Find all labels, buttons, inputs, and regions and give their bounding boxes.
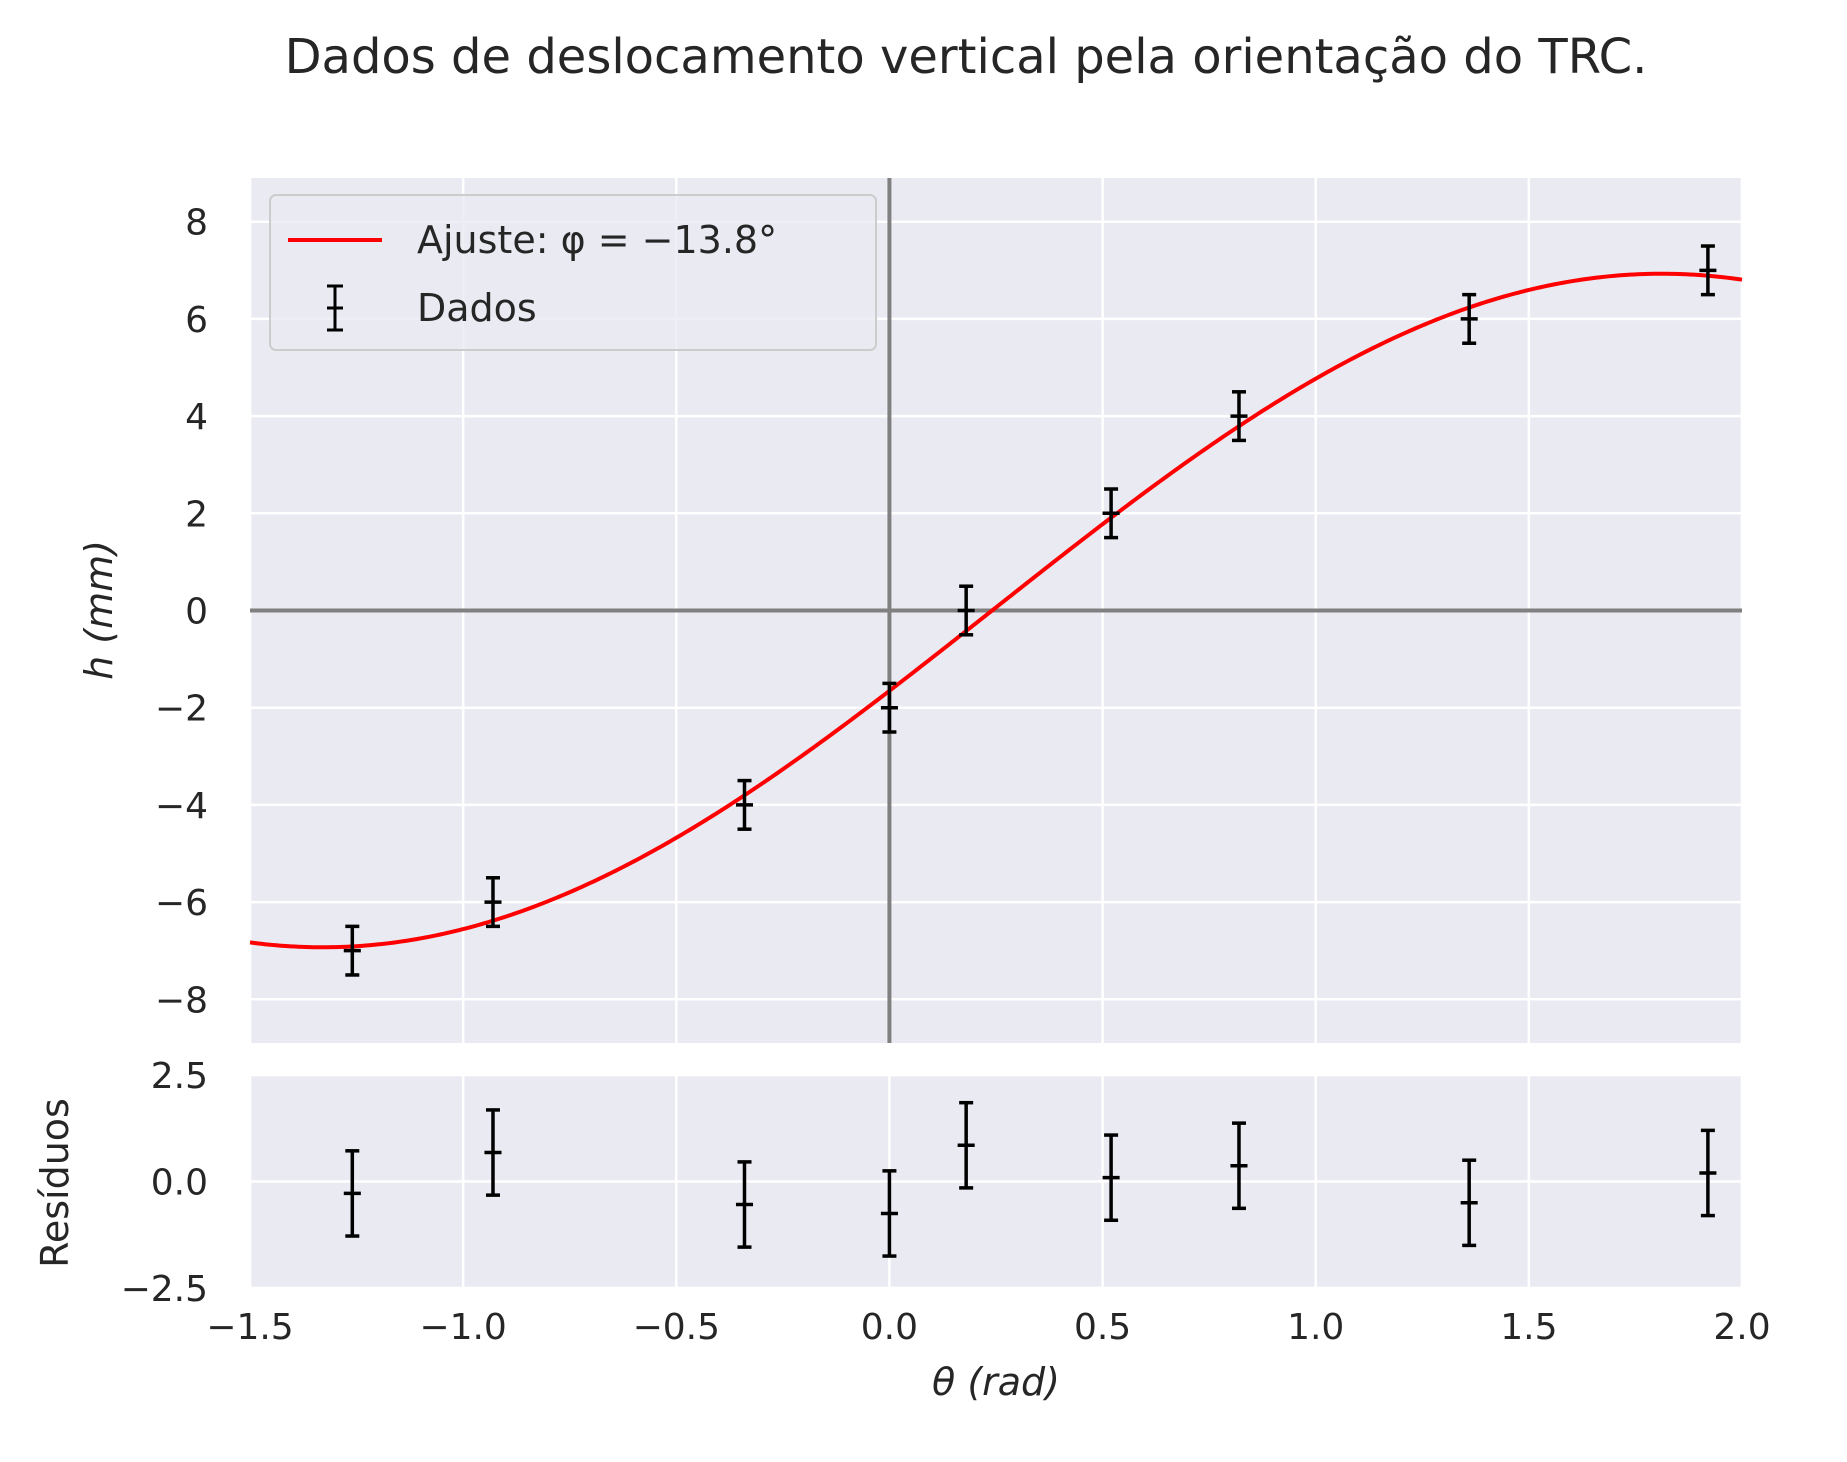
residual-point: [1460, 1158, 1478, 1248]
residual-point: [1230, 1121, 1248, 1211]
data-point: [1102, 487, 1120, 540]
data-point: [1699, 244, 1717, 297]
residual-point: [1699, 1128, 1717, 1218]
x-tick-label: 1.5: [1500, 1307, 1557, 1348]
residuals-panel: −2.5 0.0 2.5 −1.5 −1.0 −0.5 0.0 0.5 1.0 1.5 2.0 R…: [33, 1056, 1771, 1348]
legend-data-swatch: [327, 284, 343, 332]
residuals-y-tick-label: 2.5: [151, 1056, 208, 1097]
residual-point: [880, 1169, 898, 1258]
x-tick-label: 0.5: [1074, 1307, 1131, 1348]
residuals-y-tick-label: 0.0: [151, 1163, 208, 1204]
legend: Ajuste: φ = −13.8° Dados: [269, 194, 877, 351]
residual-point: [484, 1108, 502, 1197]
residuals-y-tick-labels: −2.5 0.0 2.5: [121, 1056, 208, 1310]
x-tick-labels: −1.5 −1.0 −0.5 0.0 0.5 1.0 1.5 2.0: [206, 1307, 1770, 1348]
data-point: [880, 681, 898, 734]
main-y-tick-labels: −8 −6 −4 −2 0 2 4 6 8: [155, 203, 208, 1022]
data-point: [343, 924, 361, 977]
residual-point: [735, 1160, 754, 1249]
residual-errorbars: [343, 1100, 1717, 1258]
fit-curve: [249, 271, 1743, 950]
main-reference-lines: [250, 178, 1742, 1043]
main-y-tick-label: 0: [185, 592, 208, 633]
main-y-tick-label: 8: [185, 203, 208, 244]
fit-curve-group: [249, 271, 1743, 950]
main-y-tick-label: −2: [155, 689, 208, 730]
main-y-tick-label: 6: [185, 300, 208, 341]
x-tick-label: 1.0: [1287, 1307, 1344, 1348]
x-tick-label: −1.5: [206, 1307, 293, 1348]
legend-fit-label: Ajuste: φ = −13.8°: [417, 218, 777, 262]
residuals-y-tick-label: −2.5: [121, 1269, 208, 1310]
data-point: [735, 778, 754, 831]
x-tick-label: −0.5: [633, 1307, 720, 1348]
main-y-tick-label: −6: [155, 883, 208, 924]
main-y-tick-label: 4: [185, 397, 208, 438]
data-errorbars: [343, 244, 1717, 977]
residual-point: [343, 1149, 361, 1238]
residual-point: [1102, 1133, 1120, 1223]
legend-box: [269, 194, 877, 351]
data-point: [1460, 292, 1478, 345]
data-point: [957, 584, 975, 637]
legend-data-label: Dados: [417, 286, 537, 330]
residual-point: [957, 1100, 975, 1190]
residuals-y-axis-label: Resíduos: [33, 1098, 77, 1268]
main-y-axis-label: h (mm): [77, 540, 121, 680]
main-y-tick-label: −8: [155, 980, 208, 1021]
x-tick-label: 2.0: [1713, 1307, 1770, 1348]
x-axis-label: θ (rad): [932, 1360, 1060, 1404]
x-tick-label: −1.0: [419, 1307, 506, 1348]
main-panel: −8 −6 −4 −2 0 2 4 6 8 h (mm) Ajuste: φ = −13.8° …: [77, 178, 1744, 1043]
residuals-grid: [248, 1073, 1744, 1290]
x-tick-label: 0.0: [861, 1307, 918, 1348]
main-y-tick-label: −4: [155, 786, 208, 827]
data-point: [484, 876, 502, 929]
data-point: [1230, 390, 1248, 443]
chart-title: Dados de deslocamento vertical pela orie…: [285, 29, 1648, 85]
main-y-tick-label: 2: [185, 494, 208, 535]
